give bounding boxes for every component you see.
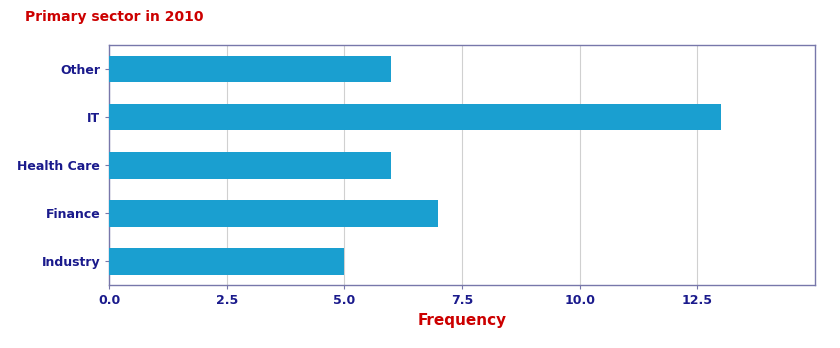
- Bar: [109, 104, 721, 130]
- X-axis label: Frequency: Frequency: [417, 313, 507, 328]
- Text: Primary sector in 2010: Primary sector in 2010: [25, 10, 204, 24]
- Bar: [109, 248, 344, 275]
- Bar: [109, 56, 391, 82]
- Bar: [109, 200, 438, 227]
- Bar: [109, 152, 391, 179]
